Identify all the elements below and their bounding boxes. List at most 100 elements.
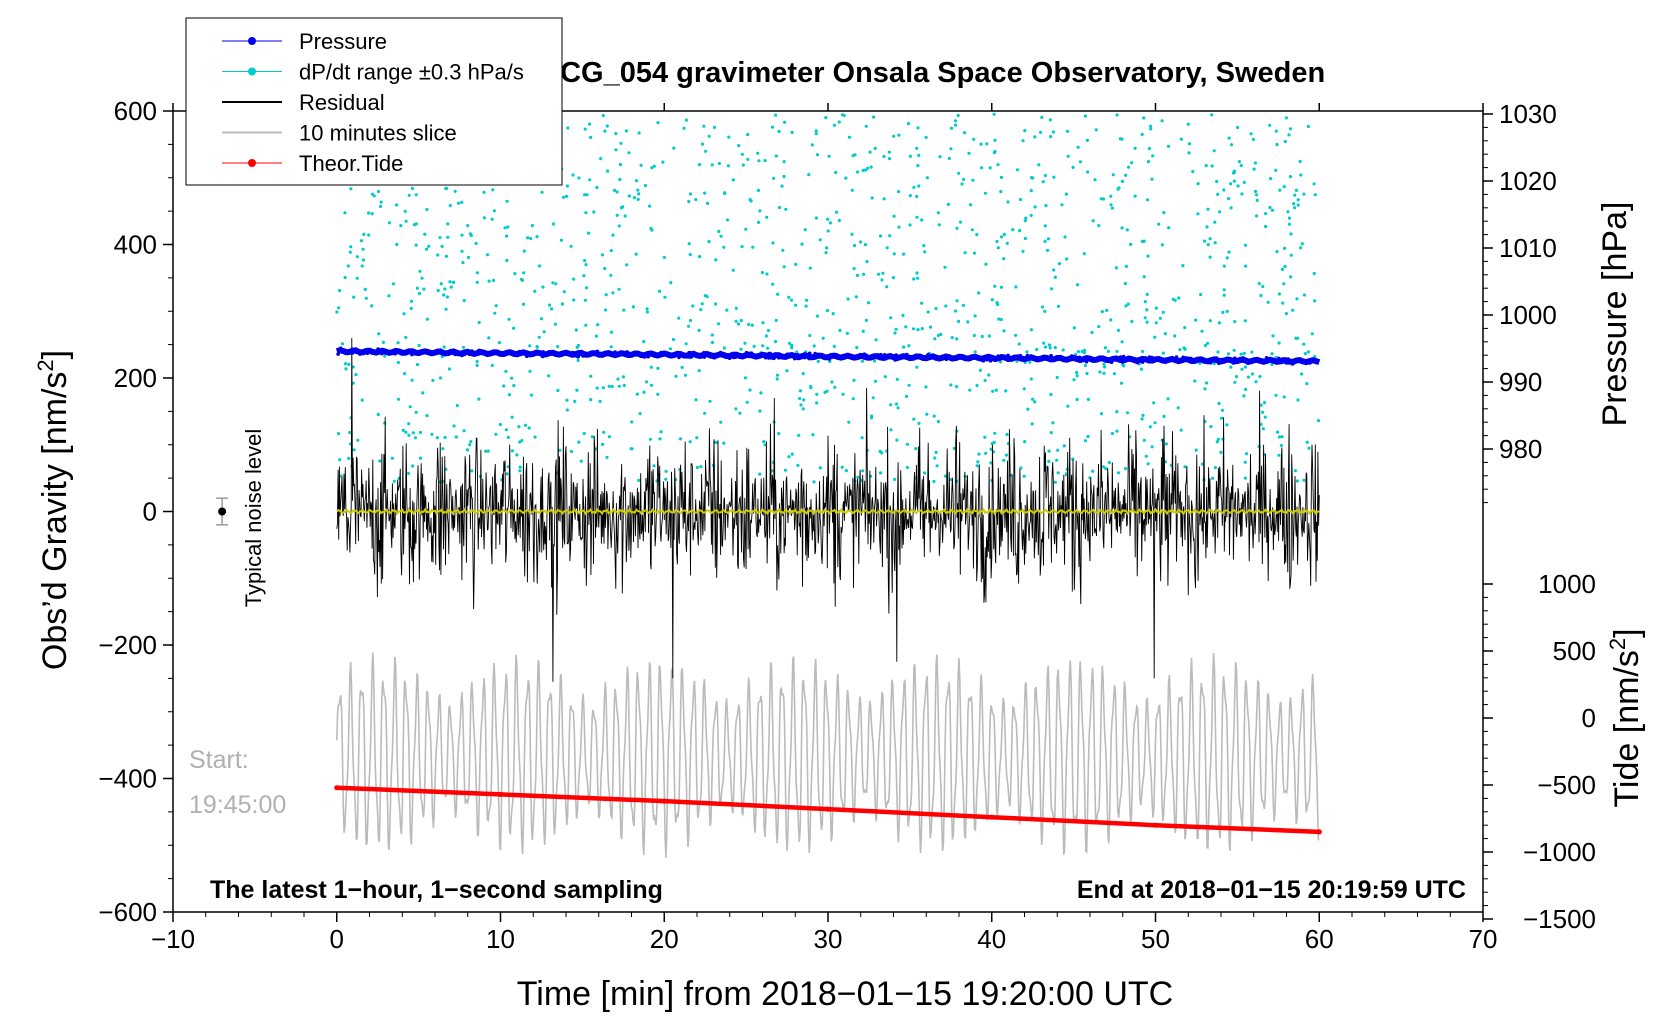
dpdt-point (877, 272, 881, 276)
dpdt-point (1240, 192, 1244, 196)
dpdt-point (1146, 254, 1150, 258)
dpdt-point (661, 160, 665, 164)
dpdt-point (1216, 192, 1220, 196)
dpdt-point (595, 185, 599, 190)
dpdt-point (710, 333, 714, 337)
dpdt-point (1213, 220, 1217, 224)
dpdt-point (1109, 203, 1113, 207)
dpdt-point (850, 232, 854, 236)
dpdt-point (1183, 347, 1187, 351)
dpdt-point (1021, 139, 1025, 143)
dpdt-point (944, 304, 948, 308)
dpdt-point (588, 122, 592, 126)
dpdt-point (379, 200, 383, 204)
dpdt-point (1178, 348, 1182, 352)
dpdt-point (615, 213, 619, 217)
dpdt-point (610, 384, 614, 389)
dpdt-point (703, 191, 707, 195)
dpdt-point (444, 307, 448, 311)
dpdt-point (414, 410, 418, 414)
dpdt-point (688, 192, 693, 196)
dpdt-point (1148, 124, 1153, 128)
dpdt-point (1300, 242, 1304, 246)
dpdt-point (704, 149, 708, 153)
dpdt-point (1244, 387, 1248, 391)
dpdt-point (361, 258, 365, 262)
pressure-point (771, 356, 776, 361)
dpdt-point (1313, 299, 1317, 303)
dpdt-point (1217, 401, 1221, 406)
pressure-point (1314, 360, 1319, 365)
dpdt-point (920, 301, 924, 305)
dpdt-point (1130, 161, 1134, 165)
dpdt-point (1289, 253, 1293, 257)
dpdt-point (356, 438, 360, 442)
dpdt-point (520, 439, 524, 443)
dpdt-point (1022, 387, 1026, 391)
dpdt-point (454, 435, 458, 439)
pressure-point (613, 350, 617, 354)
dpdt-point (537, 264, 542, 268)
dpdt-point (502, 384, 506, 388)
dpdt-point (993, 431, 997, 435)
dpdt-point (584, 323, 588, 327)
dpdt-point (1242, 394, 1246, 398)
dpdt-point (751, 245, 755, 249)
dpdt-point (619, 141, 623, 145)
dpdt-point (1302, 342, 1306, 346)
dpdt-point (691, 304, 695, 308)
tide-point (334, 785, 340, 791)
dpdt-point (1205, 225, 1209, 229)
dpdt-point (1251, 137, 1255, 141)
dpdt-point (1021, 249, 1025, 253)
dpdt-point (1115, 429, 1119, 433)
pressure-point (802, 355, 807, 360)
dpdt-point (575, 388, 579, 392)
dpdt-point (745, 400, 749, 404)
dpdt-point (727, 135, 731, 139)
dpdt-point (1208, 237, 1212, 241)
dpdt-point (1048, 118, 1052, 122)
pressure-tick-label: 1020 (1499, 166, 1557, 196)
pressure-point (1193, 357, 1198, 361)
dpdt-point (953, 309, 958, 313)
dpdt-point (558, 448, 562, 452)
dpdt-point (674, 374, 678, 378)
dpdt-point (888, 234, 892, 238)
pressure-point (587, 353, 592, 357)
dpdt-point (1004, 453, 1009, 457)
dpdt-point (1275, 430, 1280, 434)
dpdt-point (1258, 375, 1262, 379)
pressure-point (356, 350, 361, 354)
dpdt-point (980, 334, 984, 339)
dpdt-point (1310, 332, 1314, 336)
dpdt-point (731, 268, 735, 272)
dpdt-point (870, 196, 874, 200)
dpdt-point (1294, 188, 1298, 192)
dpdt-point (1171, 297, 1175, 301)
dpdt-point (917, 153, 921, 157)
dpdt-point (1280, 267, 1285, 271)
dpdt-point (612, 188, 617, 192)
dpdt-point (933, 456, 937, 460)
dpdt-point (892, 134, 896, 138)
dpdt-point (955, 337, 959, 341)
slice-line (336, 652, 1320, 858)
dpdt-point (442, 345, 446, 349)
dpdt-point (533, 435, 537, 439)
dpdt-point (367, 211, 371, 215)
dpdt-point (826, 229, 830, 233)
pressure-point (718, 350, 723, 355)
dpdt-point (821, 336, 825, 340)
dpdt-point (390, 456, 394, 460)
dpdt-point (678, 437, 683, 441)
dpdt-point (891, 276, 896, 280)
dpdt-point (577, 440, 581, 444)
dpdt-point (1127, 165, 1131, 169)
x-tick-label: 60 (1305, 924, 1334, 954)
dpdt-point (911, 327, 916, 331)
dpdt-point (935, 464, 939, 468)
dpdt-point (975, 464, 979, 468)
dpdt-point (1249, 132, 1253, 136)
dpdt-point (504, 428, 508, 432)
